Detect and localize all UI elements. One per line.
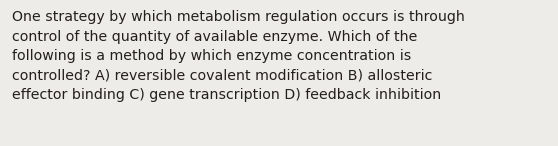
Text: One strategy by which metabolism regulation occurs is through
control of the qua: One strategy by which metabolism regulat… bbox=[12, 10, 465, 102]
